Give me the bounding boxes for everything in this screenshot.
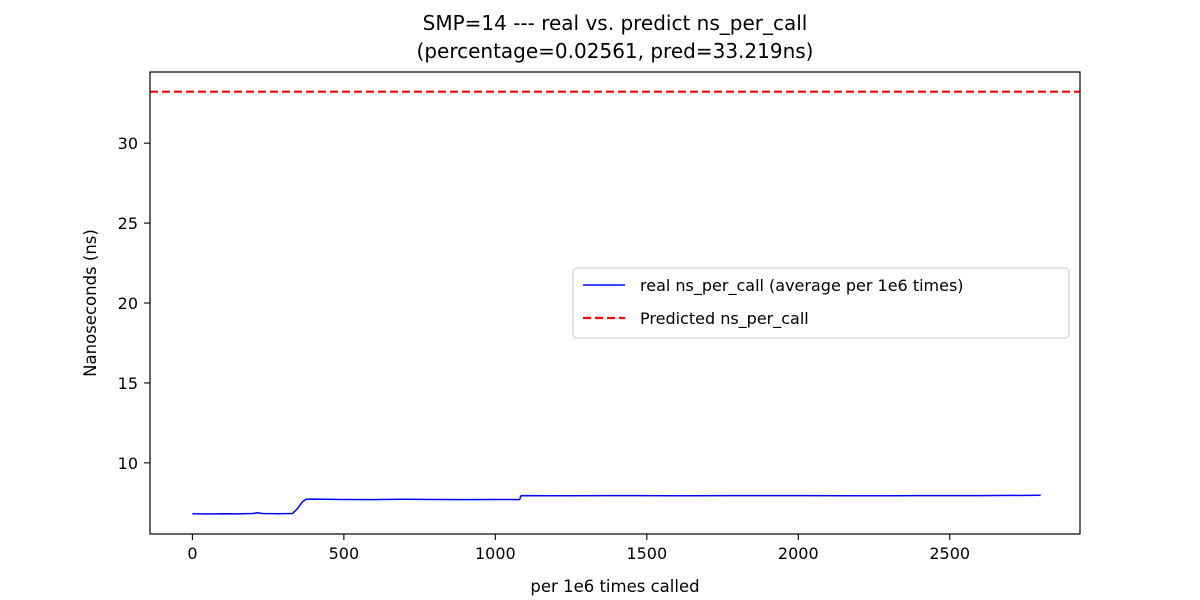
- x-tick-label: 2000: [778, 544, 819, 563]
- axes-frame: [149, 71, 1081, 535]
- x-tick-label: 1500: [626, 544, 667, 563]
- x-tick-label: 500: [329, 544, 360, 563]
- chart-title: SMP=14 --- real vs. predict ns_per_call: [423, 11, 808, 35]
- y-axis-label: Nanoseconds (ns): [81, 229, 100, 377]
- y-tick-label: 15: [118, 374, 138, 393]
- x-axis-ticks: 0 500 1000 1500 2000 2500: [187, 534, 970, 563]
- y-tick-label: 25: [118, 214, 138, 233]
- x-tick-label: 2500: [929, 544, 970, 563]
- y-tick-label: 20: [118, 294, 138, 313]
- plot-area: [150, 90, 1080, 515]
- legend-label-predicted: Predicted ns_per_call: [640, 309, 809, 329]
- y-tick-label: 10: [118, 454, 138, 473]
- y-tick-label: 30: [118, 134, 138, 153]
- chart-subtitle: (percentage=0.02561, pred=33.219ns): [417, 39, 814, 63]
- series-line-real: [192, 494, 1041, 515]
- legend-box: [572, 267, 1070, 339]
- legend: real ns_per_call (average per 1e6 times)…: [572, 267, 1070, 339]
- x-axis-label: per 1e6 times called: [530, 577, 699, 596]
- x-tick-label: 0: [187, 544, 197, 563]
- y-axis-ticks: 10 15 20 25 30: [118, 134, 150, 473]
- x-tick-label: 1000: [475, 544, 516, 563]
- legend-label-real: real ns_per_call (average per 1e6 times): [640, 276, 964, 296]
